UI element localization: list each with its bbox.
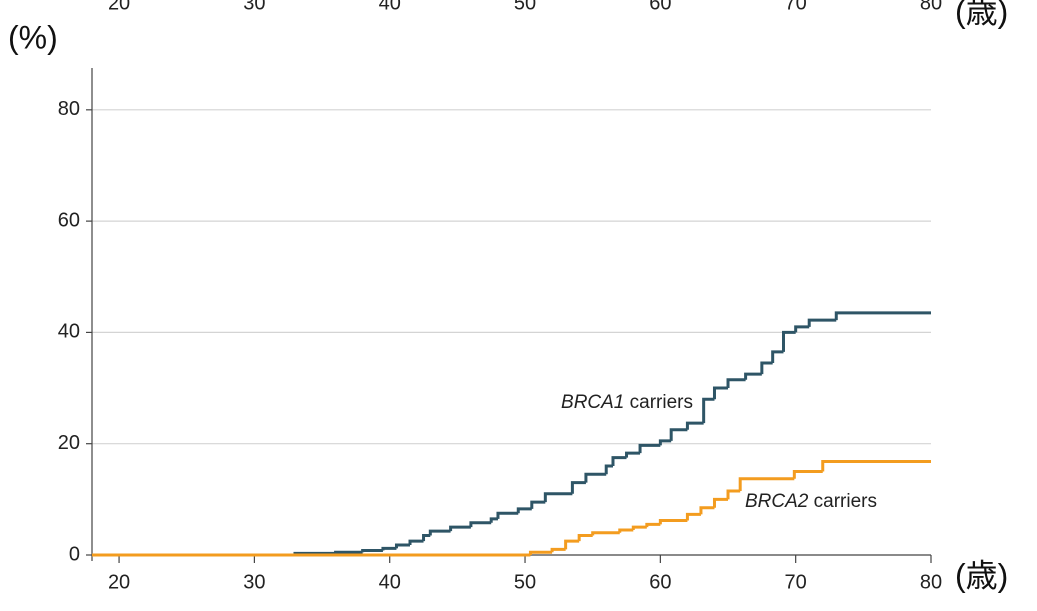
step-line: [577, 534, 593, 542]
step-line: [489, 517, 498, 523]
y-unit-label: (%): [8, 19, 58, 55]
step-line: [550, 547, 566, 553]
step-line: [638, 443, 661, 454]
series-label: BRCA2 carriers: [745, 491, 877, 512]
step-line: [658, 518, 688, 525]
step-line: [792, 470, 823, 479]
x-tick-label: 70: [785, 571, 807, 593]
series-label: BRCA1 carriers: [561, 392, 693, 413]
step-line: [564, 539, 580, 550]
x-unit-label-top: (歳): [955, 0, 1008, 29]
step-line: [584, 472, 607, 483]
step-line: [543, 492, 573, 503]
step-line: [611, 456, 627, 466]
x-tick-label: 60: [649, 571, 671, 593]
step-line: [530, 500, 546, 509]
step-line: [625, 451, 641, 458]
x-tick-label-top: 30: [243, 0, 265, 14]
step-line: [744, 372, 762, 380]
x-tick-label: 80: [920, 571, 942, 593]
step-line: [760, 361, 773, 375]
x-unit-label: (歳): [955, 557, 1008, 593]
step-line: [645, 522, 661, 528]
step-line: [361, 549, 383, 553]
step-line: [726, 378, 746, 389]
x-tick-label: 20: [108, 571, 130, 593]
step-line: [381, 546, 397, 551]
step-line: [449, 525, 471, 532]
step-line: [821, 460, 931, 472]
step-line: [794, 325, 810, 333]
step-line: [591, 531, 620, 536]
step-line: [738, 477, 795, 492]
x-tick-label: 40: [379, 571, 401, 593]
step-line: [631, 525, 647, 530]
step-line: [726, 489, 741, 500]
step-line: [570, 481, 586, 494]
y-tick-label: 20: [58, 432, 80, 454]
x-tick-label-top: 40: [379, 0, 401, 14]
step-line: [702, 397, 715, 424]
step-line: [528, 550, 553, 555]
y-tick-label: 0: [69, 543, 80, 565]
x-tick-label-top: 20: [108, 0, 130, 14]
x-tick-label: 30: [243, 571, 265, 593]
step-line: [604, 464, 613, 475]
step-line: [394, 543, 411, 549]
step-line: [618, 528, 634, 533]
step-line: [408, 539, 424, 545]
step-line: [428, 529, 451, 536]
y-tick-label: 40: [58, 321, 80, 343]
step-line: [771, 350, 784, 364]
step-line: [781, 330, 796, 352]
x-tick-label: 50: [514, 571, 536, 593]
x-tick-label-top: 80: [920, 0, 942, 14]
step-line: [422, 534, 431, 542]
x-tick-label-top: 60: [649, 0, 671, 14]
y-tick-label: 60: [58, 209, 80, 231]
x-tick-label-top: 50: [514, 0, 536, 14]
step-line: [807, 318, 837, 327]
step-line: [469, 521, 492, 528]
step-line: [685, 421, 704, 430]
step-line: [685, 512, 701, 521]
step-line: [699, 506, 715, 515]
step-line: [669, 428, 688, 441]
step-line: [712, 386, 729, 400]
step-line: [834, 311, 931, 321]
step-line: [658, 439, 672, 446]
step-line: [334, 550, 363, 554]
x-tick-label-top: 70: [785, 0, 807, 14]
step-line: [496, 511, 519, 519]
step-line: [516, 507, 532, 514]
y-tick-label: 80: [58, 98, 80, 120]
step-line: [712, 497, 729, 508]
